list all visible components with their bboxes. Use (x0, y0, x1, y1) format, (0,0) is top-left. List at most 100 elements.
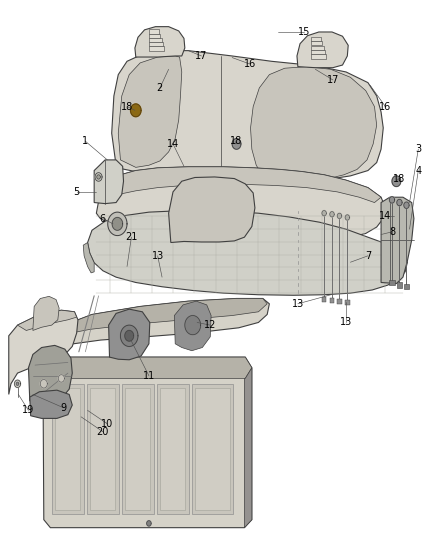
Polygon shape (311, 50, 325, 54)
Polygon shape (131, 104, 141, 117)
Polygon shape (97, 175, 100, 179)
Polygon shape (135, 27, 185, 57)
Polygon shape (185, 316, 201, 335)
Polygon shape (112, 51, 383, 182)
Text: 11: 11 (143, 371, 155, 381)
Polygon shape (88, 211, 407, 295)
Polygon shape (96, 167, 385, 243)
Polygon shape (16, 382, 19, 385)
Polygon shape (404, 284, 409, 289)
Polygon shape (83, 243, 94, 273)
Text: 13: 13 (292, 299, 304, 309)
Text: 19: 19 (22, 406, 35, 415)
Polygon shape (311, 54, 326, 59)
Polygon shape (147, 521, 151, 526)
Polygon shape (109, 167, 381, 203)
Text: 21: 21 (125, 232, 138, 242)
Text: 17: 17 (195, 51, 208, 61)
Polygon shape (244, 368, 252, 528)
Polygon shape (195, 388, 230, 510)
Polygon shape (95, 173, 102, 181)
Polygon shape (28, 345, 72, 403)
Text: 3: 3 (415, 144, 421, 154)
Polygon shape (118, 56, 182, 167)
Polygon shape (169, 177, 255, 243)
Text: 13: 13 (340, 318, 352, 327)
Polygon shape (397, 199, 402, 206)
Polygon shape (192, 384, 233, 514)
Text: 15: 15 (298, 27, 311, 37)
Polygon shape (397, 282, 402, 288)
Polygon shape (322, 211, 326, 216)
Polygon shape (251, 67, 377, 181)
Polygon shape (9, 310, 78, 394)
Text: 5: 5 (74, 187, 80, 197)
Polygon shape (149, 46, 164, 51)
Text: 14: 14 (379, 211, 392, 221)
Text: 18: 18 (392, 174, 405, 183)
Polygon shape (330, 298, 334, 303)
Polygon shape (149, 34, 160, 38)
Polygon shape (149, 29, 159, 34)
Text: 16: 16 (379, 102, 392, 111)
Polygon shape (52, 384, 84, 514)
Text: 8: 8 (389, 227, 395, 237)
Polygon shape (381, 197, 414, 284)
Polygon shape (87, 384, 119, 514)
Text: 4: 4 (415, 166, 421, 175)
Polygon shape (108, 212, 127, 236)
Text: 6: 6 (100, 214, 106, 223)
Polygon shape (109, 309, 150, 360)
Polygon shape (345, 300, 350, 305)
Polygon shape (149, 42, 163, 46)
Polygon shape (389, 197, 395, 203)
Polygon shape (311, 46, 324, 50)
Text: 10: 10 (101, 419, 113, 429)
Polygon shape (125, 330, 134, 341)
Polygon shape (50, 298, 267, 336)
Text: 14: 14 (167, 139, 179, 149)
Polygon shape (160, 388, 185, 510)
Text: 9: 9 (60, 403, 67, 413)
Text: 13: 13 (152, 251, 164, 261)
Text: 12: 12 (204, 320, 216, 330)
Polygon shape (30, 390, 72, 418)
Polygon shape (389, 280, 395, 285)
Polygon shape (149, 38, 162, 42)
Polygon shape (322, 297, 326, 302)
Polygon shape (120, 325, 138, 346)
Polygon shape (311, 37, 321, 41)
Polygon shape (157, 384, 189, 514)
Polygon shape (58, 375, 64, 382)
Text: 7: 7 (365, 251, 371, 261)
Polygon shape (94, 160, 124, 204)
Text: 16: 16 (244, 59, 256, 69)
Text: 18: 18 (230, 136, 243, 146)
Text: 1: 1 (82, 136, 88, 146)
Polygon shape (90, 388, 115, 510)
Polygon shape (232, 139, 241, 149)
Polygon shape (18, 310, 77, 330)
Polygon shape (43, 357, 252, 528)
Polygon shape (337, 213, 342, 219)
Polygon shape (55, 388, 80, 510)
Text: 2: 2 (157, 83, 163, 93)
Polygon shape (33, 296, 59, 330)
Polygon shape (297, 32, 348, 68)
Polygon shape (14, 380, 21, 387)
Polygon shape (337, 299, 342, 304)
Polygon shape (122, 384, 154, 514)
Text: 18: 18 (121, 102, 133, 111)
Polygon shape (345, 215, 350, 220)
Polygon shape (42, 298, 269, 357)
Polygon shape (43, 357, 252, 378)
Polygon shape (112, 217, 123, 230)
Polygon shape (330, 212, 334, 217)
Polygon shape (404, 202, 409, 208)
Text: 20: 20 (97, 427, 109, 437)
Text: 17: 17 (327, 75, 339, 85)
Polygon shape (125, 388, 150, 510)
Polygon shape (311, 41, 322, 45)
Polygon shape (40, 379, 47, 388)
Polygon shape (392, 176, 401, 187)
